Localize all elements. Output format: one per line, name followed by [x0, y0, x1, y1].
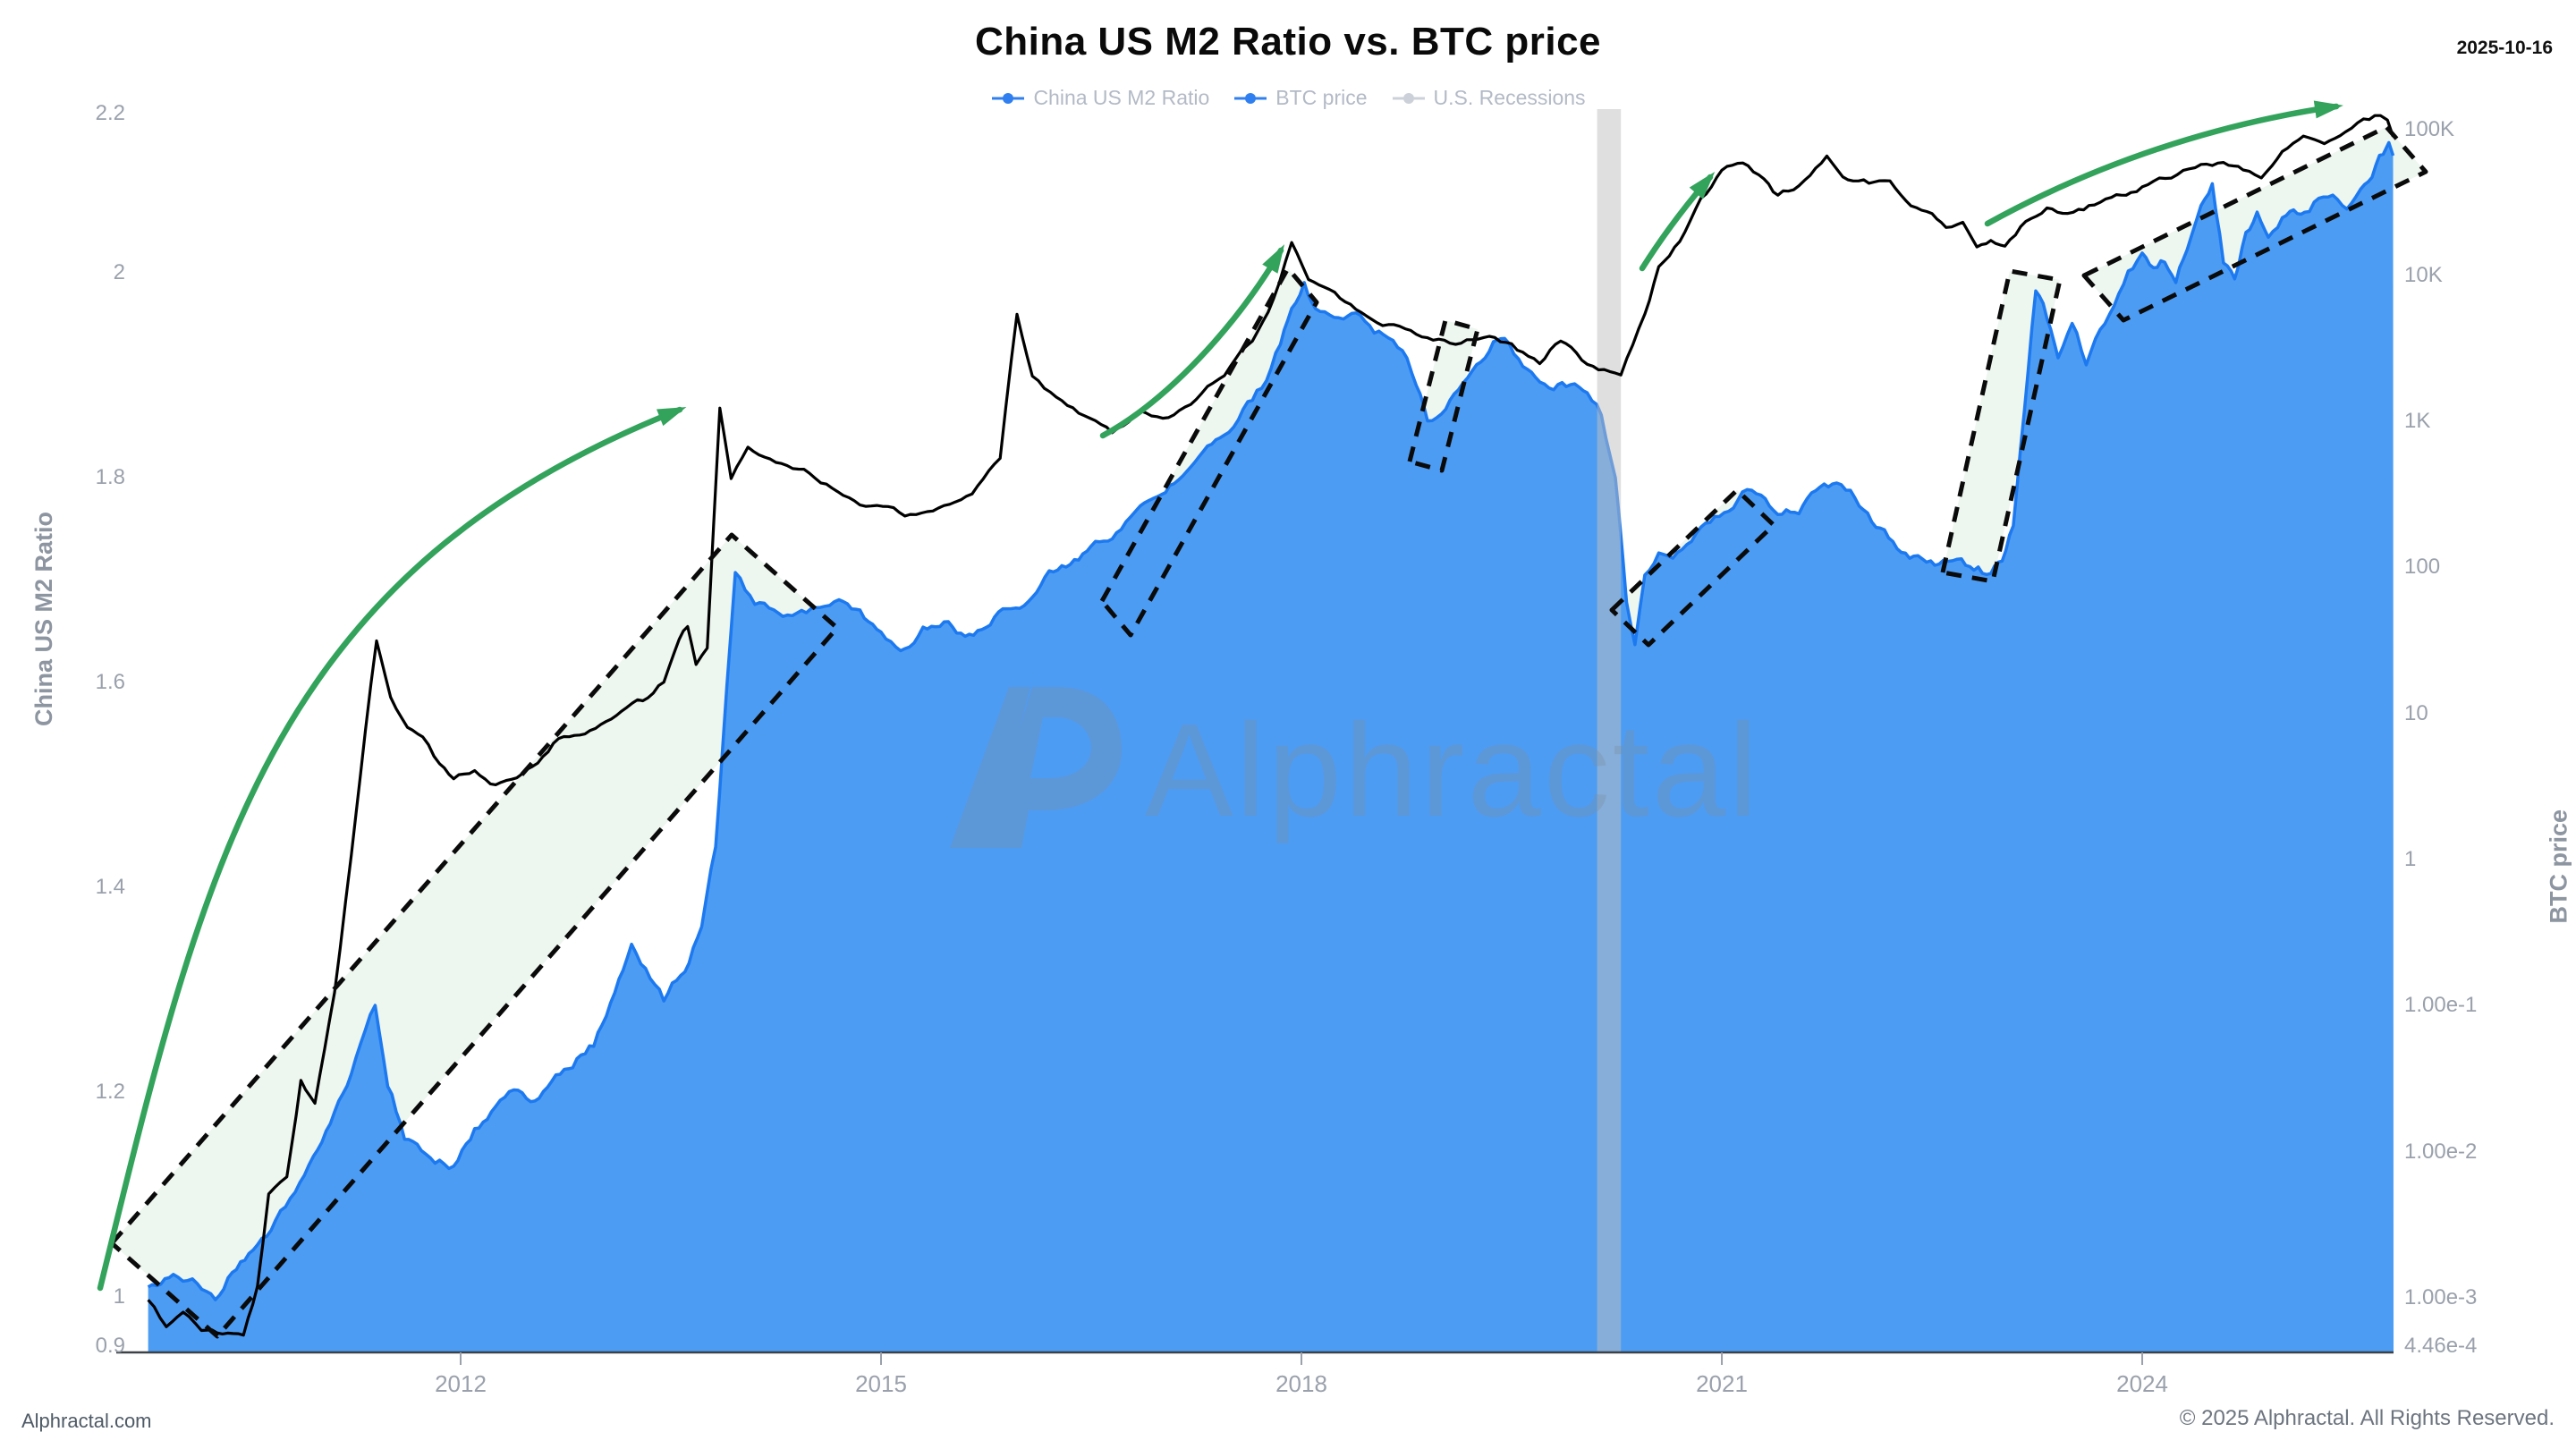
btc-price-line: [147, 140, 2395, 1301]
footer-site-link[interactable]: Alphractal.com: [21, 1410, 152, 1432]
x-tick-label: 2018: [1275, 1370, 1327, 1397]
right-tick-label: 100K: [2404, 116, 2455, 141]
legend-marker-icon: [1392, 92, 1425, 104]
right-tick-label: 4.46e-4: [2404, 1334, 2478, 1358]
legend-marker-icon: [1234, 92, 1267, 104]
btc-price-area: [148, 142, 2394, 1352]
left-tick-label: 1: [113, 1284, 125, 1309]
legend: China US M2 Ratio BTC price U.S. Recessi…: [0, 86, 2576, 110]
right-tick-label: 1K: [2404, 409, 2431, 434]
alphractal-watermark: Alphractal: [950, 687, 1760, 848]
trend-arrows: [97, 100, 2343, 1292]
m2-ratio-line: [147, 114, 2395, 1337]
left-tick-label: 0.9: [95, 1334, 125, 1358]
left-tick-label: 1.8: [95, 465, 125, 489]
highlight-box-outlines: [109, 124, 2428, 1339]
svg-text:Alphractal: Alphractal: [1145, 697, 1760, 844]
legend-item-btc-price[interactable]: BTC price: [1233, 86, 1368, 110]
legend-label: U.S. Recessions: [1433, 86, 1586, 109]
right-axis-title: BTC price: [2546, 809, 2572, 924]
x-tick-label: 2021: [1696, 1370, 1748, 1397]
report-date: 2025-10-16: [2456, 38, 2553, 58]
us-recession-band: [1597, 109, 1622, 1352]
legend-label: China US M2 Ratio: [1033, 86, 1210, 109]
legend-marker-icon: [992, 92, 1025, 104]
footer-copyright: © 2025 Alphractal. All Rights Reserved.: [2179, 1406, 2555, 1430]
right-tick-label: 100: [2404, 555, 2441, 580]
right-tick-label: 10: [2404, 700, 2428, 725]
legend-item-china-us-m2-ratio[interactable]: China US M2 Ratio: [990, 86, 1209, 110]
left-tick-label: 2: [113, 260, 125, 284]
left-tick-label: 1.6: [95, 670, 125, 694]
chart-title: China US M2 Ratio vs. BTC price: [974, 20, 1602, 64]
right-tick-label: 1.00e-2: [2404, 1139, 2478, 1164]
left-axis-title: China US M2 Ratio: [30, 511, 57, 726]
x-tick-label: 2024: [2116, 1370, 2168, 1397]
left-tick-label: 1.2: [95, 1080, 125, 1104]
x-tick-label: 2015: [855, 1370, 907, 1397]
right-tick-label: 1.00e-1: [2404, 993, 2478, 1018]
right-tick-label: 1: [2404, 847, 2417, 871]
legend-item-u-s-recessions[interactable]: U.S. Recessions: [1391, 86, 1586, 110]
right-tick-label: 1.00e-3: [2404, 1284, 2478, 1309]
right-tick-label: 10K: [2404, 262, 2443, 287]
left-tick-label: 2.2: [95, 101, 125, 125]
left-tick-label: 1.4: [95, 875, 125, 899]
x-tick-label: 2012: [435, 1370, 487, 1397]
legend-label: BTC price: [1275, 86, 1368, 109]
